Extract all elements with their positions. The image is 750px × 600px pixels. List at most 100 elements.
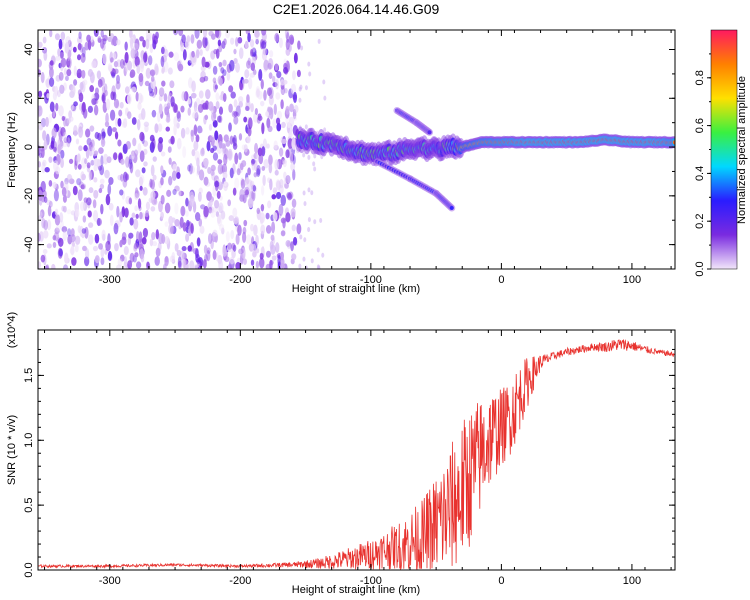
noise-blob xyxy=(233,111,239,117)
noise-blob xyxy=(281,121,286,129)
noise-blob xyxy=(130,48,136,59)
snr-plot-area xyxy=(38,339,675,570)
noise-blob xyxy=(238,47,244,60)
noise-blob xyxy=(287,122,291,129)
noise-blob xyxy=(276,110,283,120)
noise-blob xyxy=(218,205,223,214)
noise-blob xyxy=(223,181,227,187)
noise-blob xyxy=(124,41,128,51)
noise-blob xyxy=(64,252,69,264)
noise-blob xyxy=(259,252,264,260)
noise-blob xyxy=(291,253,297,261)
noise-blob xyxy=(76,154,81,166)
noise-blob xyxy=(134,252,139,258)
noise-blob xyxy=(255,247,260,254)
noise-blob xyxy=(81,173,86,181)
noise-blob xyxy=(68,158,74,164)
noise-blob xyxy=(253,172,258,178)
noise-blob xyxy=(48,113,52,124)
noise-blob xyxy=(250,259,255,266)
noise-blob xyxy=(204,61,210,68)
noise-blob xyxy=(272,118,277,129)
noise-blob xyxy=(228,85,234,93)
noise-blob xyxy=(180,105,185,113)
noise-blob xyxy=(134,193,139,200)
noise-blob xyxy=(38,90,43,98)
noise-blob xyxy=(147,55,153,66)
noise-blob xyxy=(172,188,177,196)
noise-blob xyxy=(74,235,81,245)
noise-blob xyxy=(190,165,195,174)
noise-blob xyxy=(195,134,200,143)
noise-blob xyxy=(154,256,160,266)
noise-blob xyxy=(275,78,280,90)
noise-blob xyxy=(43,50,48,61)
noise-blob xyxy=(54,208,59,216)
y-tick-label: 0.0 xyxy=(23,562,35,577)
noise-blob xyxy=(221,227,225,235)
noise-blob xyxy=(250,62,256,71)
noise-blob xyxy=(185,233,190,242)
noise-blob xyxy=(265,111,269,117)
noise-blob xyxy=(237,224,242,236)
noise-blob xyxy=(300,45,304,51)
noise-blob xyxy=(285,174,291,185)
noise-blob xyxy=(142,39,147,48)
noise-blob xyxy=(268,87,274,100)
noise-blob xyxy=(117,174,122,181)
noise-blob xyxy=(120,158,125,165)
noise-blob xyxy=(96,217,101,227)
noise-blob xyxy=(151,198,158,206)
noise-blob xyxy=(58,248,63,257)
noise-blob xyxy=(139,36,144,42)
noise-blob xyxy=(100,30,104,38)
noise-blob xyxy=(88,187,94,194)
noise-blob xyxy=(73,79,78,86)
noise-blob xyxy=(151,232,156,241)
noise-blob xyxy=(316,247,320,253)
noise-blob xyxy=(77,225,81,233)
noise-blob xyxy=(235,62,240,73)
noise-blob xyxy=(61,115,65,122)
colorbar: 0.0 0.2 0.4 0.6 0.8 Normalized spectral ampl… xyxy=(694,29,748,277)
noise-blob xyxy=(196,40,202,50)
noise-blob xyxy=(266,143,270,149)
noise-blob xyxy=(251,243,257,253)
noise-blob xyxy=(76,36,83,44)
noise-blob xyxy=(65,75,69,82)
noise-blob xyxy=(280,85,286,96)
noise-blob xyxy=(267,57,274,70)
noise-blob xyxy=(164,106,170,116)
noise-blob xyxy=(38,161,42,168)
noise-blob xyxy=(46,219,52,231)
noise-blob xyxy=(208,123,213,131)
noise-blob xyxy=(100,128,106,140)
noise-blob xyxy=(119,101,124,109)
noise-blob xyxy=(54,227,60,235)
noise-blob xyxy=(206,140,211,152)
noise-blob xyxy=(57,90,61,98)
noise-blob xyxy=(291,224,296,232)
noise-blob xyxy=(256,207,261,215)
noise-blob xyxy=(232,244,237,252)
noise-blob xyxy=(196,170,200,177)
noise-blob xyxy=(187,60,192,66)
noise-blob xyxy=(81,228,87,234)
noise-blob xyxy=(142,140,149,147)
noise-blob xyxy=(244,69,250,79)
noise-blob xyxy=(199,76,206,83)
noise-blob xyxy=(307,154,311,160)
figure-title: C2E1.2026.064.14.46.G09 xyxy=(273,1,440,17)
noise-blob xyxy=(122,143,128,155)
noise-blob xyxy=(161,68,165,74)
noise-blob xyxy=(102,53,107,65)
noise-blob xyxy=(125,140,131,150)
noise-blob xyxy=(62,194,67,203)
noise-blob xyxy=(38,261,42,269)
noise-blob xyxy=(247,32,251,43)
noise-blob xyxy=(212,145,217,151)
noise-blob xyxy=(181,91,187,101)
noise-blob xyxy=(55,55,61,62)
noise-blob xyxy=(260,224,266,235)
x-tick-label: -100 xyxy=(360,575,382,587)
